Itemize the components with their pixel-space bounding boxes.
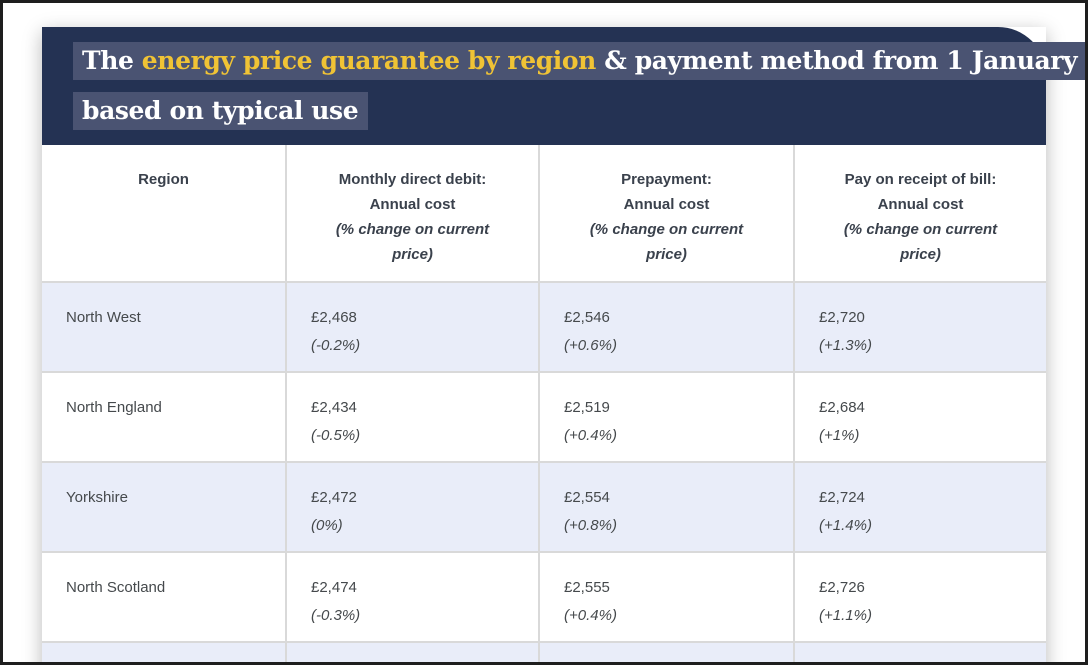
annual-cost-value: £2,519 — [564, 399, 610, 416]
price-cell: £2,726 (+1.1%) — [795, 553, 1046, 641]
title-line-2: based on typical use — [73, 92, 369, 130]
column-header-subline: Annual cost — [369, 196, 456, 213]
annual-cost-value: £2,554 — [564, 489, 610, 506]
annual-cost-value: £2,474 — [311, 579, 357, 596]
region-cell — [42, 643, 285, 662]
percent-change-value: (+0.6%) — [564, 337, 617, 354]
price-cell: £2,720 (+1.3%) — [795, 283, 1046, 371]
annual-cost-value: £2,546 — [564, 309, 610, 326]
percent-change-value: (+0.4%) — [564, 427, 617, 444]
percent-change-value: (+1.1%) — [819, 607, 872, 624]
price-cell: £2,434 (-0.5%) — [287, 373, 538, 461]
region-label: North England — [66, 399, 162, 416]
annual-cost-value: £2,726 — [819, 579, 865, 596]
annual-cost-value: £2,434 — [311, 399, 357, 416]
region-cell: North Scotland — [42, 553, 285, 641]
annual-cost-value: £2,468 — [311, 309, 357, 326]
title-suffix: & payment method from 1 January 2023, — [604, 46, 1085, 75]
title-banner: The energy price guarantee by region & p… — [42, 27, 1085, 145]
price-cell: £2,519 (+0.4%) — [540, 373, 793, 461]
region-label: North Scotland — [66, 579, 166, 596]
percent-change-value: (0%) — [311, 517, 343, 534]
percent-change-value: (+1%) — [819, 427, 860, 444]
column-header-note: (% change on current price) — [335, 221, 490, 263]
price-cell: £2,684 (+1%) — [795, 373, 1046, 461]
annual-cost-value: £2,720 — [819, 309, 865, 326]
annual-cost-value: £2,472 — [311, 489, 357, 506]
percent-change-value: (-0.3%) — [311, 607, 361, 624]
price-cell — [287, 643, 538, 662]
column-header-subline: Annual cost — [623, 196, 710, 213]
price-cell: £2,474 (-0.3%) — [287, 553, 538, 641]
price-card: The energy price guarantee by region & p… — [42, 27, 1085, 662]
column-header-region: Region — [42, 145, 285, 281]
price-cell: £2,555 (+0.4%) — [540, 553, 793, 641]
column-header-prepayment: Prepayment: Annual cost (% change on cur… — [540, 145, 793, 281]
region-cell: North England — [42, 373, 285, 461]
annual-cost-value: £2,555 — [564, 579, 610, 596]
price-cell — [795, 643, 1046, 662]
column-header-subline: Annual cost — [877, 196, 964, 213]
column-header-note: (% change on current price) — [589, 221, 744, 263]
title-line2-text: based on typical use — [82, 96, 359, 125]
column-header-note: (% change on current price) — [843, 221, 998, 263]
percent-change-value: (+1.3%) — [819, 337, 872, 354]
region-cell: Yorkshire — [42, 463, 285, 551]
price-cell: £2,546 (+0.6%) — [540, 283, 793, 371]
region-label: North West — [66, 309, 141, 326]
column-header-label: Region — [138, 171, 189, 188]
price-cell: £2,472 (0%) — [287, 463, 538, 551]
percent-change-value: (+1.4%) — [819, 517, 872, 534]
region-cell: North West — [42, 283, 285, 371]
column-header-pay-on-receipt: Pay on receipt of bill: Annual cost (% c… — [795, 145, 1046, 281]
column-header-direct-debit: Monthly direct debit: Annual cost (% cha… — [287, 145, 538, 281]
percent-change-value: (+0.4%) — [564, 607, 617, 624]
percent-change-value: (-0.5%) — [311, 427, 361, 444]
title-prefix: The — [82, 46, 142, 75]
price-cell: £2,468 (-0.2%) — [287, 283, 538, 371]
price-cell: £2,554 (+0.8%) — [540, 463, 793, 551]
region-label: Yorkshire — [66, 489, 128, 506]
title-highlight: energy price guarantee by region — [141, 46, 597, 75]
title-line-1: The energy price guarantee by region & p… — [73, 42, 1085, 80]
annual-cost-value: £2,684 — [819, 399, 865, 416]
column-header-label: Monthly direct debit: — [338, 171, 487, 188]
column-header-label: Prepayment: — [621, 171, 712, 188]
percent-change-value: (+0.8%) — [564, 517, 617, 534]
price-cell: £2,724 (+1.4%) — [795, 463, 1046, 551]
percent-change-value: (-0.2%) — [311, 337, 361, 354]
price-cell — [540, 643, 793, 662]
column-header-label: Pay on receipt of bill: — [844, 171, 997, 188]
price-table: Region Monthly direct debit: Annual cost… — [42, 145, 1046, 662]
annual-cost-value: £2,724 — [819, 489, 865, 506]
